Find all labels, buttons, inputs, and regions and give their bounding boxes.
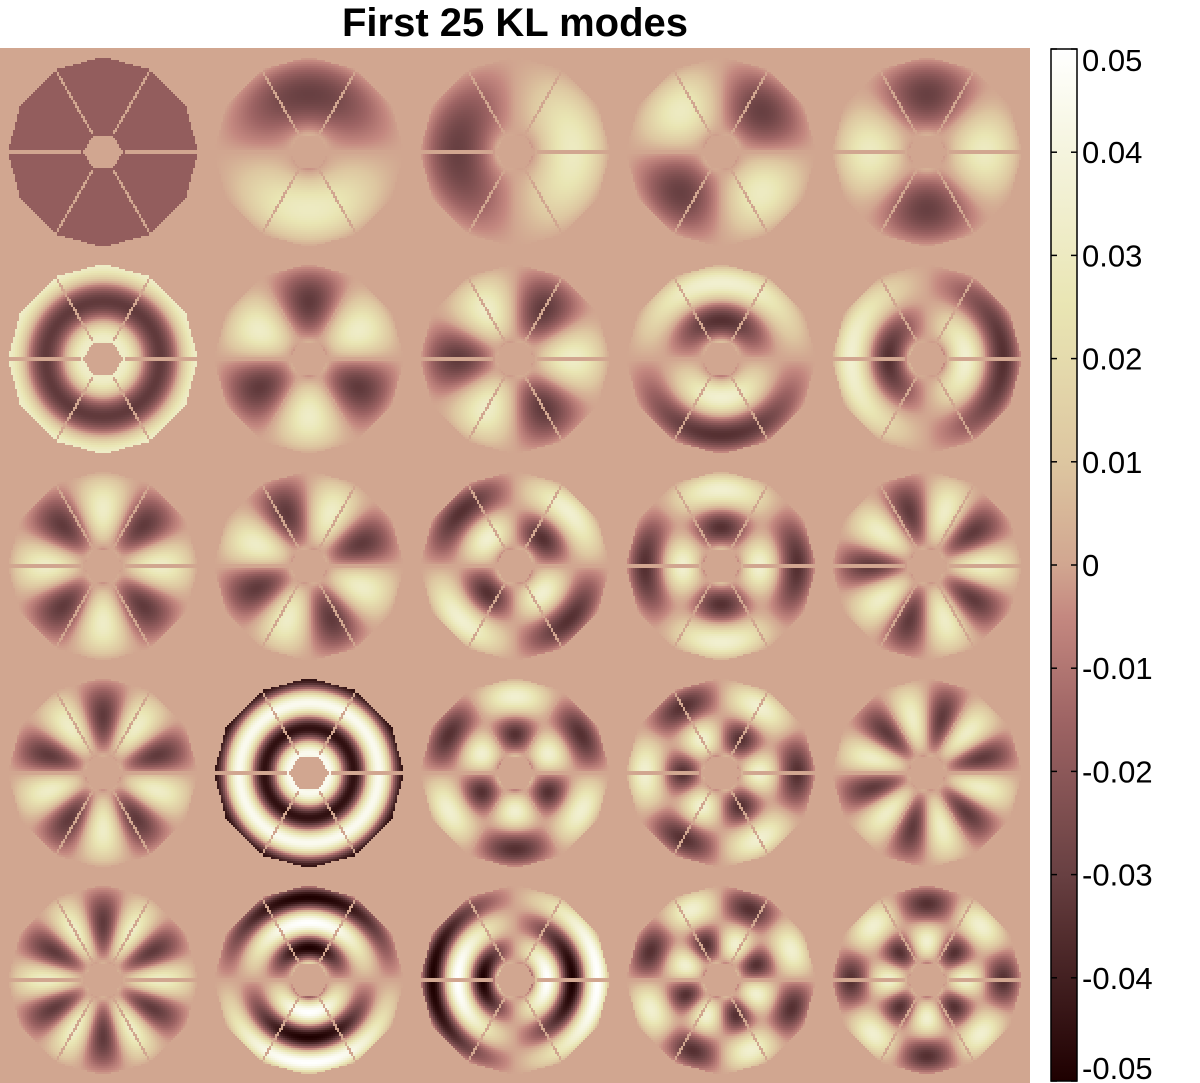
kl-mode-image (623, 53, 819, 250)
kl-mode-23 (417, 881, 613, 1078)
kl-mode-13 (417, 467, 613, 664)
colorbar-tick-label: 0.05 (1082, 43, 1142, 78)
colorbar-tick-label: 0.01 (1082, 445, 1142, 480)
kl-mode-2 (211, 53, 407, 250)
kl-mode-14 (623, 467, 819, 664)
kl-mode-21 (5, 881, 201, 1078)
colorbar-tick-label: -0.01 (1082, 651, 1153, 686)
kl-mode-image (211, 53, 407, 250)
kl-mode-image (5, 260, 201, 457)
kl-mode-19 (623, 674, 819, 871)
kl-mode-5 (829, 53, 1025, 250)
kl-mode-15 (829, 467, 1025, 664)
kl-mode-image (211, 260, 407, 457)
kl-mode-image (5, 674, 201, 871)
kl-mode-24 (623, 881, 819, 1078)
kl-mode-6 (5, 260, 201, 457)
kl-mode-7 (211, 260, 407, 457)
kl-mode-image (211, 674, 407, 871)
kl-mode-image (829, 881, 1025, 1078)
kl-mode-image (829, 674, 1025, 871)
chart-title: First 25 KL modes (341, 1, 689, 45)
kl-mode-4 (623, 53, 819, 250)
colorbar-tick-label: 0.03 (1082, 238, 1142, 273)
kl-mode-image (623, 674, 819, 871)
kl-mode-image (211, 881, 407, 1078)
kl-mode-image (623, 467, 819, 664)
colorbar-ticks: 0.05 0.04 0.03 0.02 0.01 0 -0.01 -0.02 -0.03 -0.0… (1051, 43, 1153, 1083)
colorbar-tick-label: 0.02 (1082, 342, 1142, 377)
kl-mode-image (5, 53, 201, 250)
colorbar-tick-label: -0.04 (1082, 961, 1153, 996)
colorbar-tick-label: -0.02 (1082, 754, 1153, 789)
kl-mode-17 (211, 674, 407, 871)
kl-mode-image (829, 260, 1025, 457)
colorbar-gradient (1050, 48, 1078, 1082)
kl-mode-20 (829, 674, 1025, 871)
colorbar-tick-label: 0.04 (1082, 135, 1142, 170)
kl-mode-16 (5, 674, 201, 871)
kl-mode-image (417, 467, 613, 664)
kl-mode-image (417, 53, 613, 250)
colorbar-tick-label: -0.03 (1082, 858, 1153, 893)
kl-mode-25 (829, 881, 1025, 1078)
kl-mode-image (623, 881, 819, 1078)
colorbar-tick-label: -0.05 (1082, 1051, 1153, 1083)
kl-mode-image (211, 467, 407, 664)
kl-mode-image (417, 674, 613, 871)
kl-mode-image (829, 467, 1025, 664)
kl-mode-18 (417, 674, 613, 871)
kl-mode-image (829, 53, 1025, 250)
kl-mode-8 (417, 260, 613, 457)
kl-mode-image (417, 260, 613, 457)
kl-mode-image (5, 881, 201, 1078)
mode-grid (0, 48, 1030, 1083)
kl-mode-9 (623, 260, 819, 457)
kl-mode-3 (417, 53, 613, 250)
kl-mode-1 (5, 53, 201, 250)
colorbar-tick-label: 0 (1082, 548, 1099, 583)
kl-mode-image (417, 881, 613, 1078)
kl-mode-11 (5, 467, 201, 664)
kl-mode-10 (829, 260, 1025, 457)
kl-mode-12 (211, 467, 407, 664)
kl-mode-image (5, 467, 201, 664)
kl-mode-22 (211, 881, 407, 1078)
kl-mode-image (623, 260, 819, 457)
